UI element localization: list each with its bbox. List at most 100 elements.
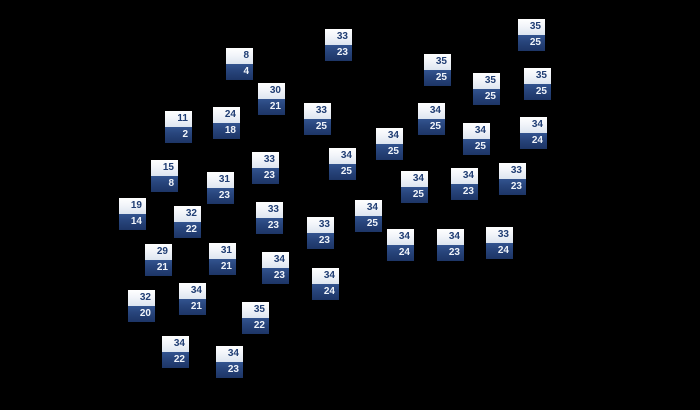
node-bottom-value: 25 <box>524 84 551 100</box>
node-bottom-value: 4 <box>226 64 253 80</box>
node-box[interactable]: 19 14 <box>119 198 146 230</box>
node-bottom-value: 25 <box>518 35 545 51</box>
node-bottom-value: 21 <box>145 260 172 276</box>
node-top-value: 8 <box>226 48 253 64</box>
node-bottom-value: 24 <box>312 284 339 300</box>
node-box[interactable]: 34 23 <box>262 252 289 284</box>
node-bottom-value: 22 <box>162 352 189 368</box>
node-box[interactable]: 33 23 <box>252 152 279 184</box>
node-box[interactable]: 34 25 <box>401 171 428 203</box>
node-box[interactable]: 33 23 <box>325 29 352 61</box>
node-bottom-value: 24 <box>387 245 414 261</box>
node-bottom-value: 18 <box>213 123 240 139</box>
node-top-value: 34 <box>329 148 356 164</box>
node-box[interactable]: 32 20 <box>128 290 155 322</box>
node-box[interactable]: 34 24 <box>387 229 414 261</box>
node-top-value: 33 <box>499 163 526 179</box>
node-bottom-value: 21 <box>179 299 206 315</box>
node-box[interactable]: 34 24 <box>312 268 339 300</box>
node-bottom-value: 25 <box>463 139 490 155</box>
node-bottom-value: 8 <box>151 176 178 192</box>
node-bottom-value: 23 <box>262 268 289 284</box>
node-box[interactable]: 35 25 <box>518 19 545 51</box>
node-bottom-value: 23 <box>325 45 352 61</box>
node-box[interactable]: 35 25 <box>424 54 451 86</box>
node-top-value: 11 <box>165 111 192 127</box>
node-bottom-value: 25 <box>401 187 428 203</box>
node-box[interactable]: 33 25 <box>304 103 331 135</box>
node-top-value: 34 <box>451 168 478 184</box>
node-top-value: 34 <box>355 200 382 216</box>
node-box[interactable]: 34 25 <box>329 148 356 180</box>
node-top-value: 35 <box>242 302 269 318</box>
node-box[interactable]: 31 23 <box>207 172 234 204</box>
node-box[interactable]: 34 25 <box>418 103 445 135</box>
node-bottom-value: 21 <box>209 259 236 275</box>
node-top-value: 34 <box>520 117 547 133</box>
node-top-value: 35 <box>524 68 551 84</box>
node-bottom-value: 25 <box>376 144 403 160</box>
node-top-value: 33 <box>307 217 334 233</box>
node-top-value: 31 <box>207 172 234 188</box>
node-top-value: 31 <box>209 243 236 259</box>
node-bottom-value: 23 <box>499 179 526 195</box>
node-box[interactable]: 33 23 <box>499 163 526 195</box>
node-box[interactable]: 34 24 <box>520 117 547 149</box>
node-bottom-value: 2 <box>165 127 192 143</box>
node-bottom-value: 22 <box>242 318 269 334</box>
node-box[interactable]: 34 25 <box>355 200 382 232</box>
node-box[interactable]: 34 23 <box>451 168 478 200</box>
node-top-value: 32 <box>174 206 201 222</box>
node-top-value: 34 <box>401 171 428 187</box>
node-bottom-value: 24 <box>486 243 513 259</box>
node-bottom-value: 14 <box>119 214 146 230</box>
node-box[interactable]: 31 21 <box>209 243 236 275</box>
node-box[interactable]: 15 8 <box>151 160 178 192</box>
node-top-value: 34 <box>463 123 490 139</box>
node-bottom-value: 23 <box>207 188 234 204</box>
node-box[interactable]: 30 21 <box>258 83 285 115</box>
node-top-value: 35 <box>518 19 545 35</box>
node-box[interactable]: 33 23 <box>307 217 334 249</box>
node-box[interactable]: 24 18 <box>213 107 240 139</box>
node-box[interactable]: 34 23 <box>437 229 464 261</box>
node-box[interactable]: 29 21 <box>145 244 172 276</box>
node-box[interactable]: 33 23 <box>256 202 283 234</box>
node-bottom-value: 23 <box>216 362 243 378</box>
node-box[interactable]: 35 22 <box>242 302 269 334</box>
node-box[interactable]: 32 22 <box>174 206 201 238</box>
node-top-value: 33 <box>325 29 352 45</box>
node-box[interactable]: 34 22 <box>162 336 189 368</box>
node-box[interactable]: 34 25 <box>463 123 490 155</box>
node-bottom-value: 25 <box>329 164 356 180</box>
node-top-value: 19 <box>119 198 146 214</box>
node-top-value: 34 <box>312 268 339 284</box>
node-top-value: 34 <box>162 336 189 352</box>
node-bottom-value: 25 <box>473 89 500 105</box>
node-top-value: 34 <box>418 103 445 119</box>
node-bottom-value: 22 <box>174 222 201 238</box>
node-bottom-value: 21 <box>258 99 285 115</box>
node-box[interactable]: 35 25 <box>473 73 500 105</box>
node-top-value: 33 <box>252 152 279 168</box>
node-bottom-value: 20 <box>128 306 155 322</box>
node-top-value: 35 <box>473 73 500 89</box>
node-top-value: 33 <box>486 227 513 243</box>
node-box[interactable]: 34 25 <box>376 128 403 160</box>
node-box[interactable]: 11 2 <box>165 111 192 143</box>
node-box[interactable]: 34 23 <box>216 346 243 378</box>
node-top-value: 34 <box>376 128 403 144</box>
node-box[interactable]: 33 24 <box>486 227 513 259</box>
node-box[interactable]: 35 25 <box>524 68 551 100</box>
node-top-value: 33 <box>304 103 331 119</box>
node-bottom-value: 23 <box>451 184 478 200</box>
node-bottom-value: 23 <box>256 218 283 234</box>
node-top-value: 34 <box>179 283 206 299</box>
node-bottom-value: 23 <box>437 245 464 261</box>
node-bottom-value: 25 <box>418 119 445 135</box>
node-box[interactable]: 34 21 <box>179 283 206 315</box>
node-top-value: 34 <box>216 346 243 362</box>
node-top-value: 33 <box>256 202 283 218</box>
